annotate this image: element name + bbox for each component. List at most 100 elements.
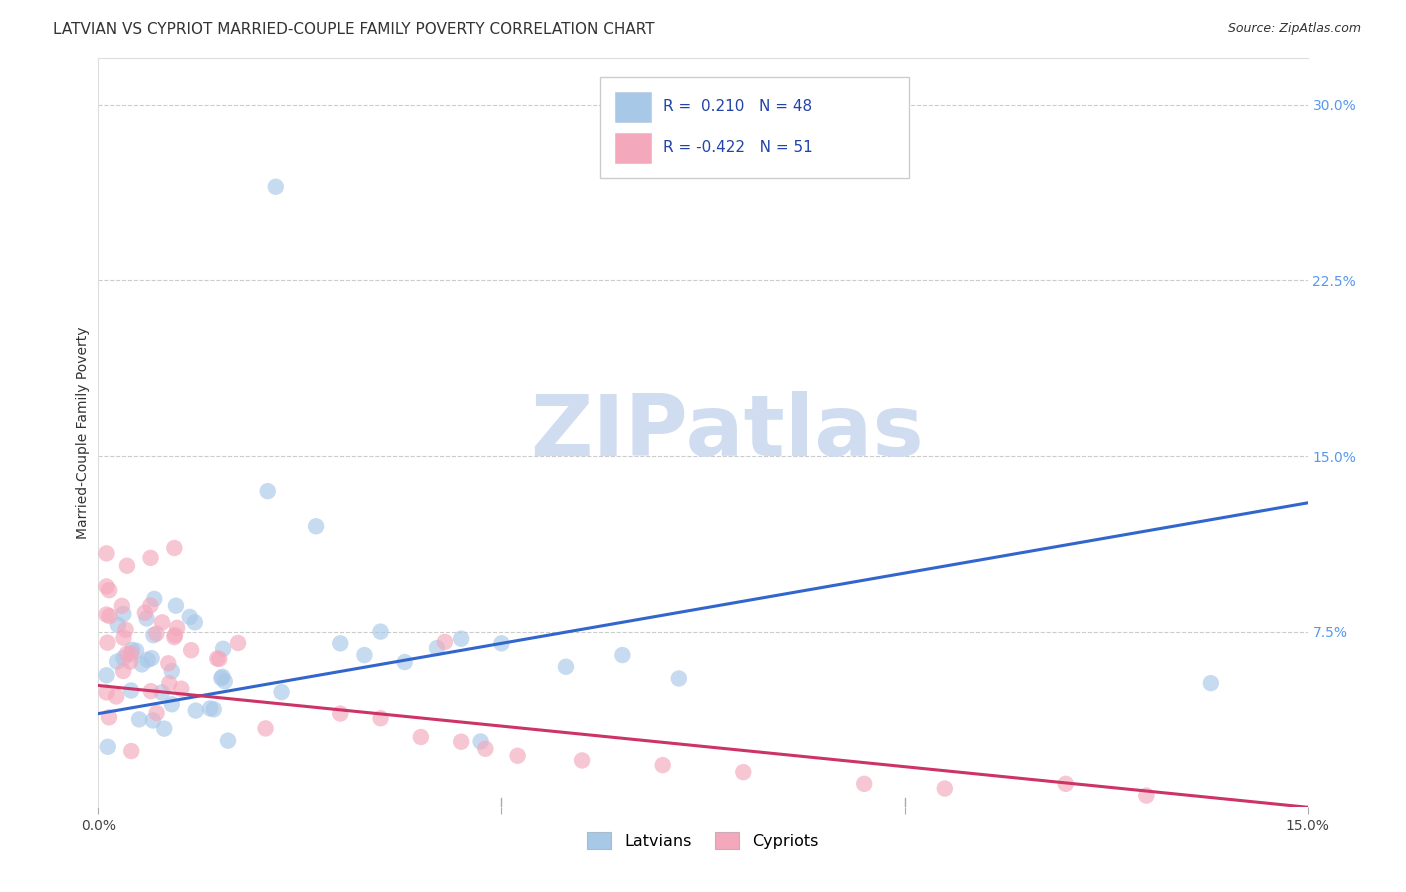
Point [651,758,673,772]
Point [207,651,229,665]
Point [433,635,456,649]
Point [139,684,162,698]
Point [180,643,202,657]
Point [217,733,239,747]
Y-axis label: Married-Couple Family Poverty: Married-Couple Family Poverty [76,326,90,539]
Point [153,722,176,736]
Point [120,655,142,669]
Point [112,607,135,621]
Point [571,753,593,767]
Point [305,519,328,533]
Point [160,664,183,678]
FancyBboxPatch shape [614,92,651,121]
Point [612,648,634,662]
Point [105,690,128,704]
Point [131,657,153,672]
Legend: Latvians, Cypriots: Latvians, Cypriots [581,825,825,855]
Point [450,735,472,749]
Point [409,730,432,744]
Point [112,631,135,645]
Text: R =  0.210   N = 48: R = 0.210 N = 48 [664,99,813,114]
Point [128,712,150,726]
Point [270,685,292,699]
Point [555,660,578,674]
Point [125,644,148,658]
Point [96,607,118,622]
Point [370,711,392,725]
Text: Source: ZipAtlas.com: Source: ZipAtlas.com [1227,22,1361,36]
Point [353,648,375,662]
Point [163,630,186,644]
Point [98,609,121,624]
Point [209,671,232,685]
Point [134,606,156,620]
Point [256,484,278,499]
Point [165,628,187,642]
Point [142,628,165,642]
Point [141,651,163,665]
Point [112,651,135,665]
Point [163,541,186,555]
Point [157,657,180,671]
Point [145,706,167,720]
Point [96,546,118,560]
Point [214,674,236,689]
FancyBboxPatch shape [600,77,908,178]
Point [370,624,392,639]
Point [98,583,121,598]
Point [211,670,233,684]
Point [157,676,180,690]
Point [96,635,118,649]
Point [143,591,166,606]
Point [97,739,120,754]
Point [120,683,142,698]
Point [139,599,162,613]
Point [212,641,235,656]
Point [142,714,165,728]
Point [198,701,221,715]
Point [853,777,876,791]
Point [668,672,690,686]
Point [506,748,529,763]
Point [111,599,134,613]
Point [139,550,162,565]
Point [1054,777,1077,791]
Point [98,710,121,724]
Point [208,652,231,666]
Point [184,704,207,718]
Point [226,636,249,650]
Point [394,655,416,669]
Point [264,179,287,194]
Point [474,741,496,756]
Point [329,706,352,721]
Point [107,618,129,632]
Point [491,636,513,650]
Point [121,643,143,657]
Point [179,610,201,624]
Point [170,681,193,696]
Point [470,734,492,748]
Point [115,558,138,573]
Point [105,655,128,669]
Point [184,615,207,630]
Text: ZIPatlas: ZIPatlas [530,391,924,475]
Point [112,664,135,678]
Point [450,632,472,646]
Text: LATVIAN VS CYPRIOT MARRIED-COUPLE FAMILY POVERTY CORRELATION CHART: LATVIAN VS CYPRIOT MARRIED-COUPLE FAMILY… [53,22,655,37]
Point [114,623,136,637]
Point [254,722,277,736]
FancyBboxPatch shape [614,133,651,163]
Point [120,744,142,758]
Point [150,615,173,630]
Point [160,698,183,712]
Point [426,640,449,655]
Point [934,781,956,796]
Point [96,685,118,699]
Point [166,621,188,635]
Point [96,668,118,682]
Point [135,611,157,625]
Point [120,647,142,661]
Point [165,599,187,613]
Text: R = -0.422   N = 51: R = -0.422 N = 51 [664,140,813,155]
Point [1135,789,1157,803]
